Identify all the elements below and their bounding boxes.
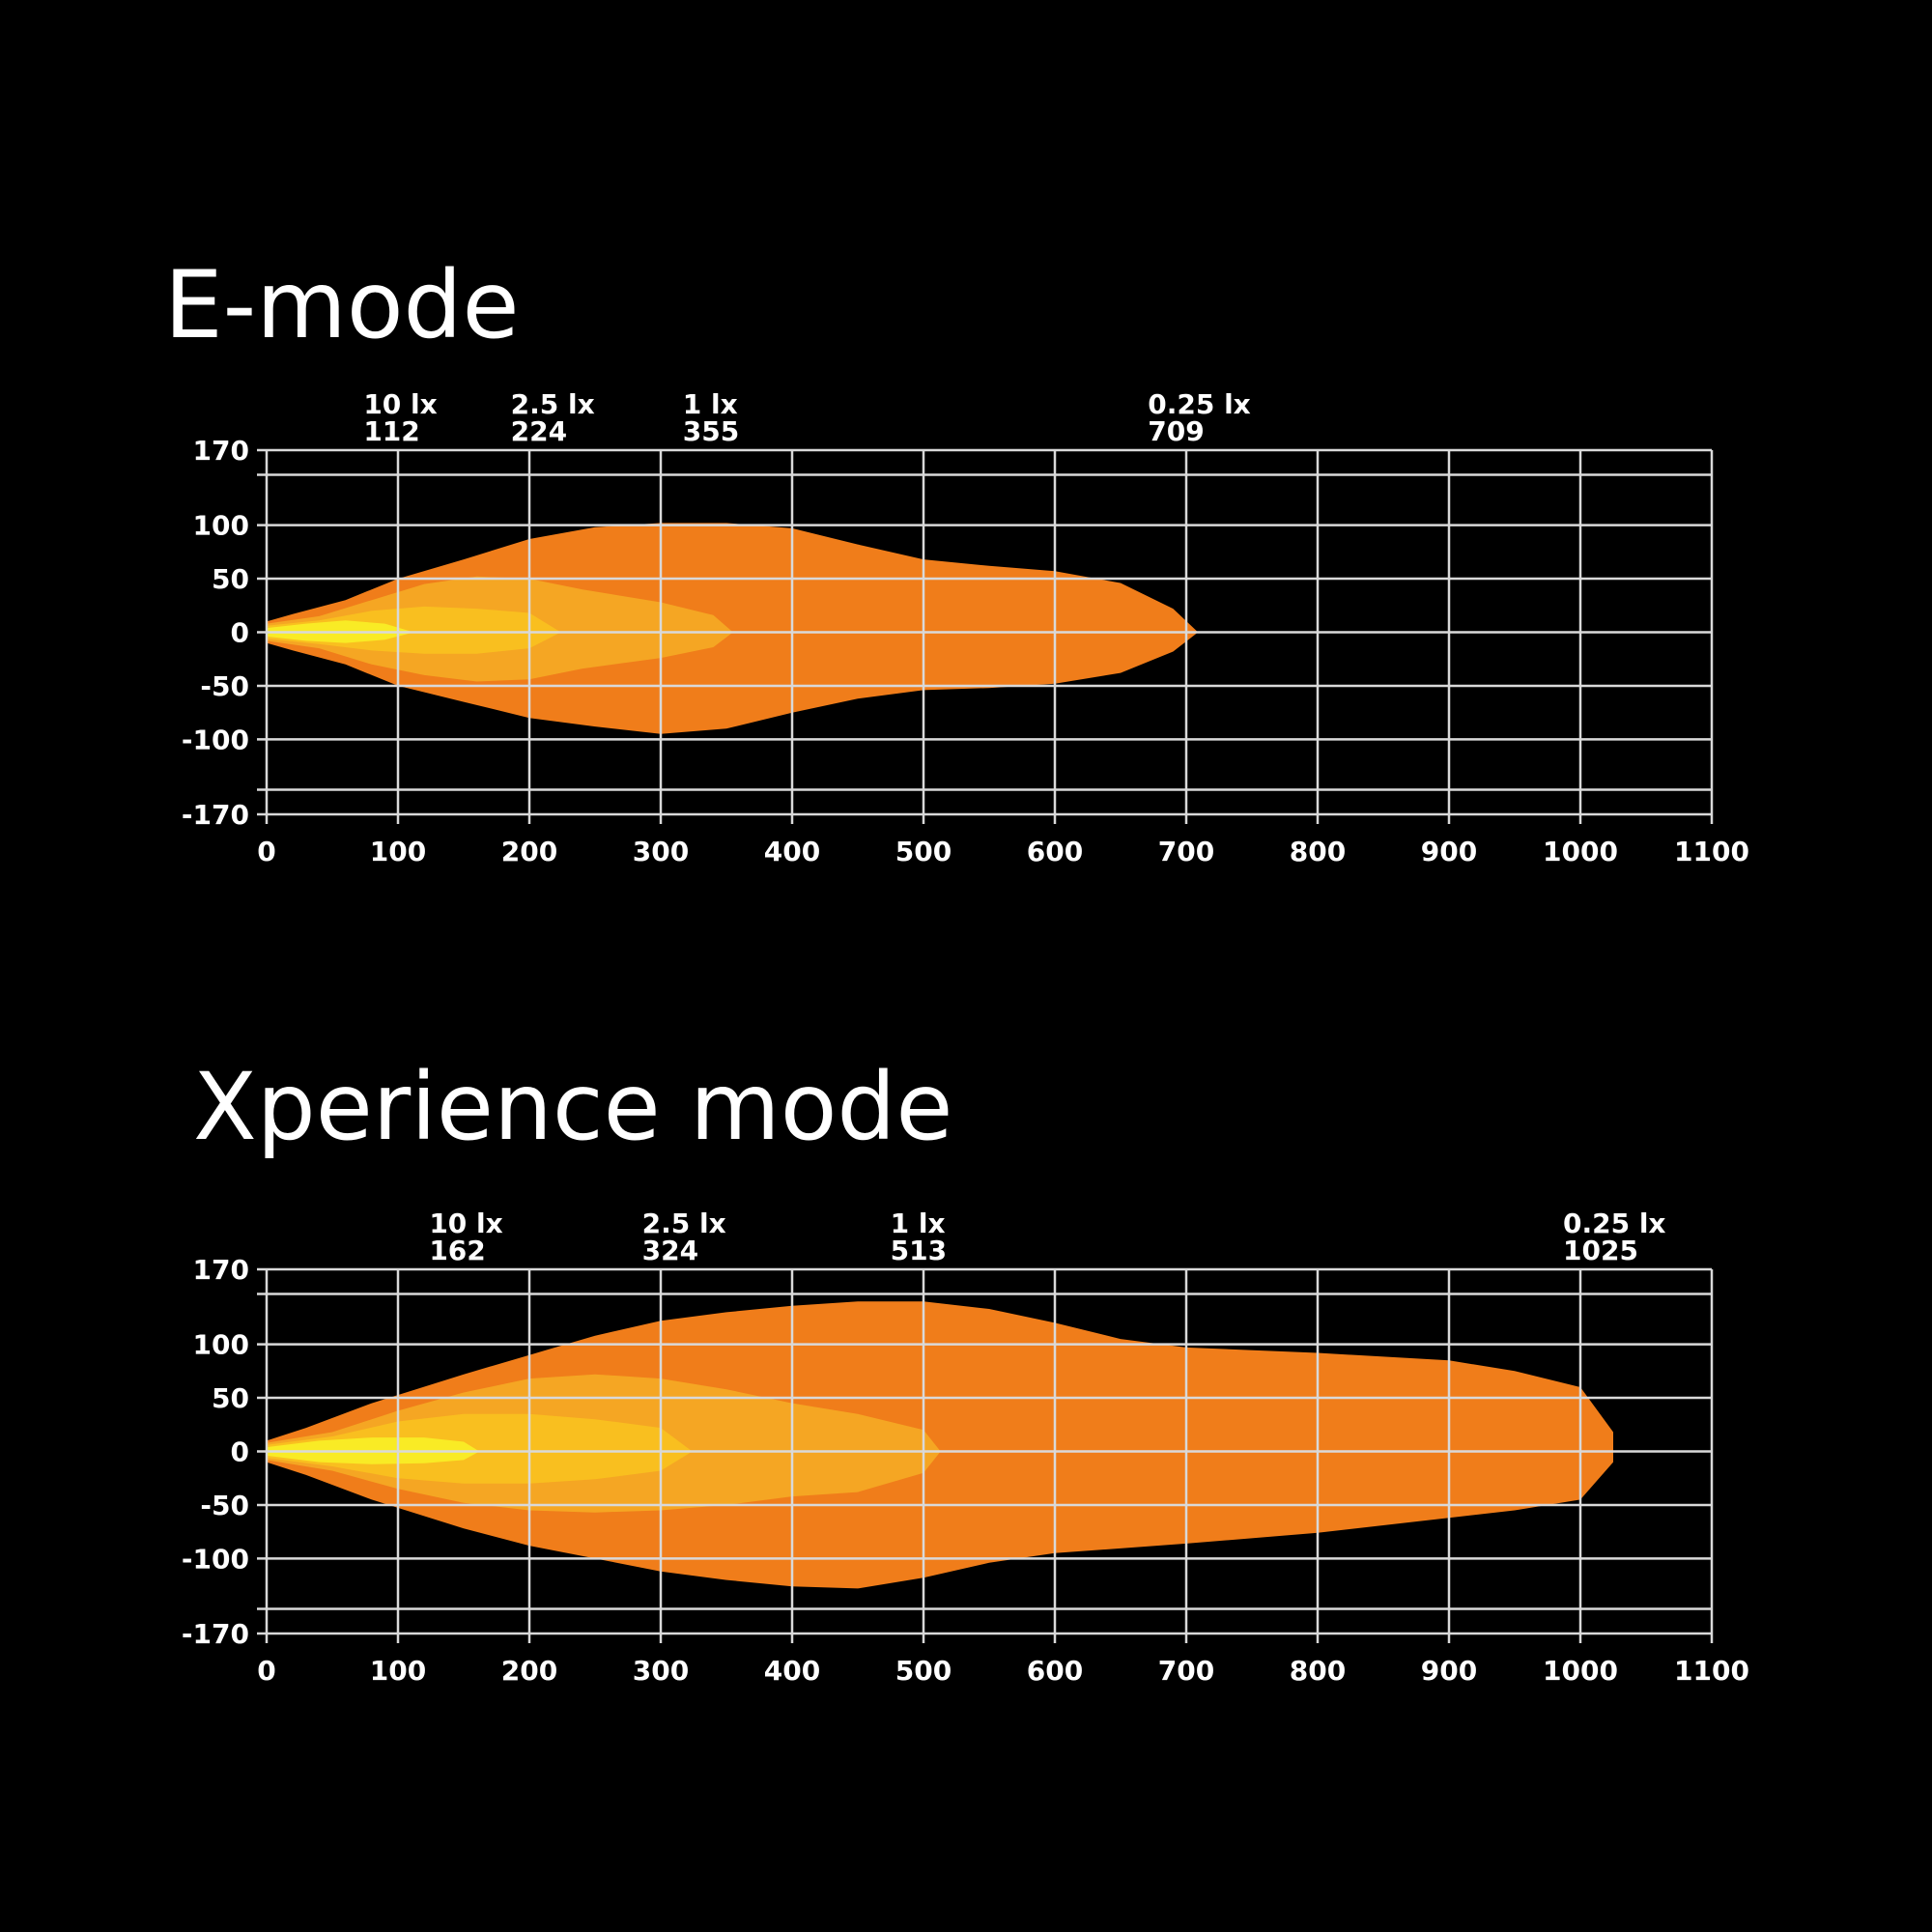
x-tick-label: 800 bbox=[1290, 836, 1346, 867]
chart-xperience-mode: 0 100 200 300 400 500 600 700 800 900 1000 11001701… bbox=[182, 1208, 1749, 1687]
x-tick-label: 800 bbox=[1290, 1655, 1346, 1687]
y-tick-label: 0 bbox=[231, 617, 249, 649]
y-tick-label: 100 bbox=[193, 510, 249, 542]
distance-label: 709 bbox=[1148, 415, 1204, 447]
y-tick-label: -100 bbox=[182, 1543, 249, 1575]
isolux-area-0-25-lx bbox=[267, 523, 1199, 734]
y-tick-label: -170 bbox=[182, 1618, 249, 1650]
lux-label: 2.5 lx bbox=[642, 1208, 726, 1239]
chart-e-mode: 0 100 200 300 400 500 600 700 800 900 1000 11001701… bbox=[182, 388, 1749, 867]
distance-label: 324 bbox=[642, 1235, 698, 1266]
x-tick-label: 700 bbox=[1158, 1655, 1214, 1687]
y-tick-label: 170 bbox=[193, 1254, 249, 1286]
x-tick-label: 100 bbox=[370, 1655, 426, 1687]
x-tick-label: 1100 bbox=[1674, 836, 1749, 867]
x-tick-label: 1100 bbox=[1674, 1655, 1749, 1687]
x-tick-label: 500 bbox=[895, 836, 952, 867]
x-tick-label: 900 bbox=[1421, 836, 1477, 867]
x-tick-label: 100 bbox=[370, 836, 426, 867]
x-tick-label: 200 bbox=[501, 836, 557, 867]
x-tick-label: 400 bbox=[764, 836, 820, 867]
lux-label: 1 lx bbox=[683, 388, 738, 420]
y-tick-label: 50 bbox=[212, 563, 249, 595]
x-tick-label: 500 bbox=[895, 1655, 952, 1687]
x-tick-label: 400 bbox=[764, 1655, 820, 1687]
x-tick-label: 600 bbox=[1027, 1655, 1083, 1687]
distance-label: 513 bbox=[891, 1235, 947, 1266]
y-tick-label: 170 bbox=[193, 435, 249, 467]
lux-label: 0.25 lx bbox=[1563, 1208, 1666, 1239]
x-tick-label: 600 bbox=[1027, 836, 1083, 867]
y-tick-label: -170 bbox=[182, 799, 249, 831]
x-tick-label: 300 bbox=[633, 836, 689, 867]
x-tick-label: 900 bbox=[1421, 1655, 1477, 1687]
isolux-area-0-25-lx bbox=[267, 1301, 1613, 1589]
lux-label: 2.5 lx bbox=[511, 388, 595, 420]
distance-label: 355 bbox=[683, 415, 739, 447]
y-tick-label: -50 bbox=[200, 1490, 249, 1521]
distance-label: 112 bbox=[363, 415, 419, 447]
lux-label: 0.25 lx bbox=[1148, 388, 1251, 420]
y-tick-label: -50 bbox=[200, 670, 249, 702]
chart-title-xperience-mode: Xperience mode bbox=[193, 1053, 953, 1161]
y-tick-label: 50 bbox=[212, 1382, 249, 1414]
isolux-area-2-5-lx bbox=[267, 1413, 693, 1484]
y-tick-label: -100 bbox=[182, 724, 249, 755]
x-tick-label: 300 bbox=[633, 1655, 689, 1687]
distance-label: 162 bbox=[429, 1235, 485, 1266]
x-tick-label: 200 bbox=[501, 1655, 557, 1687]
x-tick-label: 0 bbox=[257, 836, 275, 867]
lux-label: 10 lx bbox=[429, 1208, 502, 1239]
chart-title-e-mode: E-mode bbox=[164, 251, 520, 359]
distance-label: 224 bbox=[511, 415, 567, 447]
y-tick-label: 100 bbox=[193, 1329, 249, 1361]
x-tick-label: 1000 bbox=[1543, 1655, 1618, 1687]
x-tick-label: 0 bbox=[257, 1655, 275, 1687]
distance-label: 1025 bbox=[1563, 1235, 1638, 1266]
x-tick-label: 1000 bbox=[1543, 836, 1618, 867]
lux-label: 1 lx bbox=[891, 1208, 946, 1239]
x-tick-label: 700 bbox=[1158, 836, 1214, 867]
y-tick-label: 0 bbox=[231, 1436, 249, 1468]
lux-label: 10 lx bbox=[363, 388, 437, 420]
